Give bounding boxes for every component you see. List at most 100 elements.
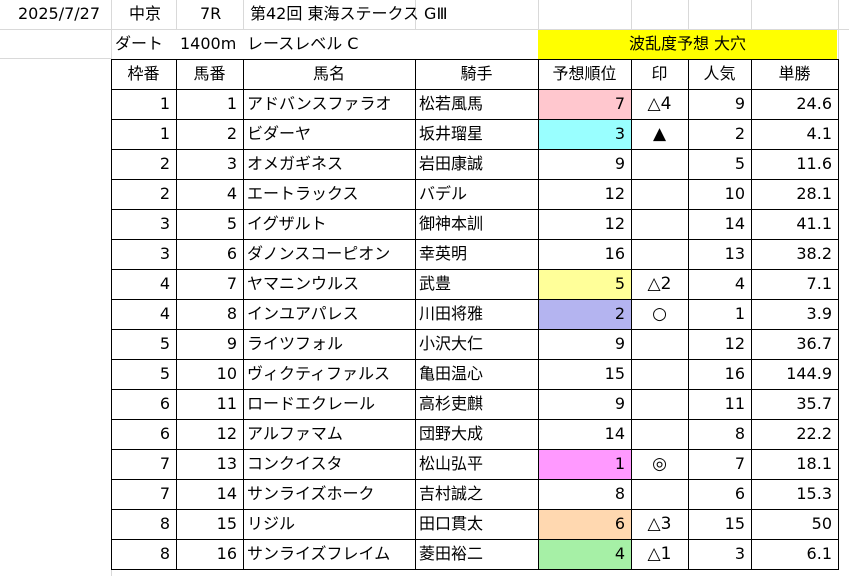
cell-win-odds[interactable]: 11.6 xyxy=(796,154,832,173)
cell-forecast-rank[interactable]: 14 xyxy=(604,424,625,443)
cell-waku[interactable]: 7 xyxy=(159,454,170,473)
cell-waku[interactable]: 6 xyxy=(159,394,170,413)
cell-forecast-rank[interactable]: 7 xyxy=(614,94,625,113)
cell-umaban[interactable]: 11 xyxy=(216,394,237,413)
cell-win-odds[interactable]: 28.1 xyxy=(796,184,832,203)
cell-popularity[interactable]: 6 xyxy=(734,484,745,503)
cell-popularity[interactable]: 13 xyxy=(724,244,745,263)
cell-jockey[interactable]: 御神本訓 xyxy=(419,214,484,233)
cell-horse-name[interactable]: ヤマニンウルス xyxy=(247,274,360,293)
cell-popularity[interactable]: 12 xyxy=(724,334,745,353)
cell-umaban[interactable]: 13 xyxy=(216,454,237,473)
cell-win-odds[interactable]: 38.2 xyxy=(796,244,832,263)
cell-mark[interactable]: △4 xyxy=(647,94,672,114)
cell-umaban[interactable]: 16 xyxy=(216,544,237,563)
cell-horse-name[interactable]: リジル xyxy=(247,514,296,533)
cell-waku[interactable]: 4 xyxy=(159,274,170,293)
cell-forecast-rank[interactable]: 6 xyxy=(614,514,625,533)
cell-waku[interactable]: 6 xyxy=(159,424,170,443)
cell-forecast-rank[interactable]: 12 xyxy=(604,214,625,233)
cell-horse-name[interactable]: インユアパレス xyxy=(247,304,359,323)
cell-forecast-rank[interactable]: 8 xyxy=(614,484,625,503)
cell-waku[interactable]: 1 xyxy=(159,124,170,143)
cell-win-odds[interactable]: 18.1 xyxy=(796,454,832,473)
cell-win-odds[interactable]: 7.1 xyxy=(806,274,832,293)
cell-umaban[interactable]: 8 xyxy=(226,304,237,323)
cell-horse-name[interactable]: アルファマム xyxy=(247,424,343,443)
cell-forecast-rank[interactable]: 3 xyxy=(614,124,625,143)
cell-popularity[interactable]: 7 xyxy=(734,454,745,473)
cell-umaban[interactable]: 7 xyxy=(226,274,237,293)
cell-waku[interactable]: 1 xyxy=(159,94,170,113)
cell-horse-name[interactable]: ビダーヤ xyxy=(247,124,312,143)
cell-win-odds[interactable]: 4.1 xyxy=(806,124,832,143)
cell-win-odds[interactable]: 144.9 xyxy=(786,364,832,383)
cell-horse-name[interactable]: エートラックス xyxy=(247,184,359,203)
cell-waku[interactable]: 2 xyxy=(159,184,170,203)
cell-mark[interactable]: △1 xyxy=(647,544,672,564)
cell-horse-name[interactable]: イグザルト xyxy=(247,214,327,233)
cell-win-odds[interactable]: 15.3 xyxy=(796,484,832,503)
cell-popularity[interactable]: 3 xyxy=(734,544,745,563)
cell-umaban[interactable]: 2 xyxy=(226,124,237,143)
cell-forecast-rank[interactable]: 12 xyxy=(604,184,625,203)
cell-jockey[interactable]: 吉村誠之 xyxy=(419,484,484,503)
cell-waku[interactable]: 7 xyxy=(159,484,170,503)
cell-forecast-rank[interactable]: 4 xyxy=(614,544,625,563)
cell-jockey[interactable]: 亀田温心 xyxy=(419,364,484,383)
cell-umaban[interactable]: 5 xyxy=(226,214,237,233)
cell-waku[interactable]: 8 xyxy=(159,514,170,533)
cell-popularity[interactable]: 10 xyxy=(724,184,745,203)
cell-popularity[interactable]: 15 xyxy=(724,514,745,533)
cell-umaban[interactable]: 6 xyxy=(226,244,237,263)
cell-popularity[interactable]: 9 xyxy=(734,94,745,113)
cell-popularity[interactable]: 14 xyxy=(724,214,745,233)
cell-jockey[interactable]: 松山弘平 xyxy=(419,454,484,473)
cell-jockey[interactable]: 岩田康誠 xyxy=(419,154,484,173)
cell-horse-name[interactable]: オメガギネス xyxy=(247,154,344,173)
cell-horse-name[interactable]: サンライズホーク xyxy=(247,484,375,503)
cell-forecast-rank[interactable]: 5 xyxy=(614,274,625,293)
cell-mark[interactable]: △2 xyxy=(647,274,672,294)
cell-win-odds[interactable]: 6.1 xyxy=(806,544,832,563)
cell-waku[interactable]: 2 xyxy=(159,154,170,173)
cell-popularity[interactable]: 5 xyxy=(734,154,745,173)
cell-mark[interactable]: △3 xyxy=(647,514,672,534)
cell-waku[interactable]: 3 xyxy=(159,244,170,263)
cell-jockey[interactable]: バデル xyxy=(419,184,468,203)
cell-horse-name[interactable]: ヴィクティファルス xyxy=(247,364,391,383)
cell-jockey[interactable]: 団野大成 xyxy=(419,424,484,443)
cell-popularity[interactable]: 8 xyxy=(734,424,745,443)
cell-forecast-rank[interactable]: 16 xyxy=(604,244,625,263)
cell-jockey[interactable]: 田口貫太 xyxy=(419,514,484,533)
cell-umaban[interactable]: 9 xyxy=(226,334,237,353)
cell-forecast-rank[interactable]: 9 xyxy=(614,394,625,413)
cell-forecast-rank[interactable]: 2 xyxy=(614,304,625,323)
cell-umaban[interactable]: 1 xyxy=(226,94,237,113)
cell-horse-name[interactable]: アドバンスファラオ xyxy=(247,94,392,113)
cell-horse-name[interactable]: サンライズフレイム xyxy=(247,544,391,563)
cell-horse-name[interactable]: ダノンスコーピオン xyxy=(247,244,391,263)
cell-jockey[interactable]: 幸英明 xyxy=(419,244,468,263)
cell-forecast-rank[interactable]: 9 xyxy=(614,154,625,173)
cell-horse-name[interactable]: コンクイスタ xyxy=(247,454,343,473)
cell-jockey[interactable]: 小沢大仁 xyxy=(419,334,484,353)
cell-jockey[interactable]: 坂井瑠星 xyxy=(419,124,484,143)
cell-forecast-rank[interactable]: 9 xyxy=(614,334,625,353)
cell-popularity[interactable]: 2 xyxy=(734,124,745,143)
cell-mark[interactable]: ▲ xyxy=(652,124,667,144)
cell-win-odds[interactable]: 3.9 xyxy=(806,304,832,323)
cell-waku[interactable]: 5 xyxy=(159,334,170,353)
cell-popularity[interactable]: 4 xyxy=(734,274,745,293)
cell-jockey[interactable]: 松若風馬 xyxy=(419,94,484,113)
cell-jockey[interactable]: 川田将雅 xyxy=(419,304,484,323)
cell-waku[interactable]: 8 xyxy=(159,544,170,563)
cell-umaban[interactable]: 15 xyxy=(216,514,237,533)
cell-win-odds[interactable]: 50 xyxy=(811,514,832,533)
cell-popularity[interactable]: 1 xyxy=(734,304,745,323)
cell-umaban[interactable]: 10 xyxy=(216,364,237,383)
cell-win-odds[interactable]: 35.7 xyxy=(796,394,832,413)
cell-jockey[interactable]: 武豊 xyxy=(419,274,452,293)
cell-horse-name[interactable]: ライツフォル xyxy=(247,334,344,353)
cell-forecast-rank[interactable]: 15 xyxy=(604,364,625,383)
